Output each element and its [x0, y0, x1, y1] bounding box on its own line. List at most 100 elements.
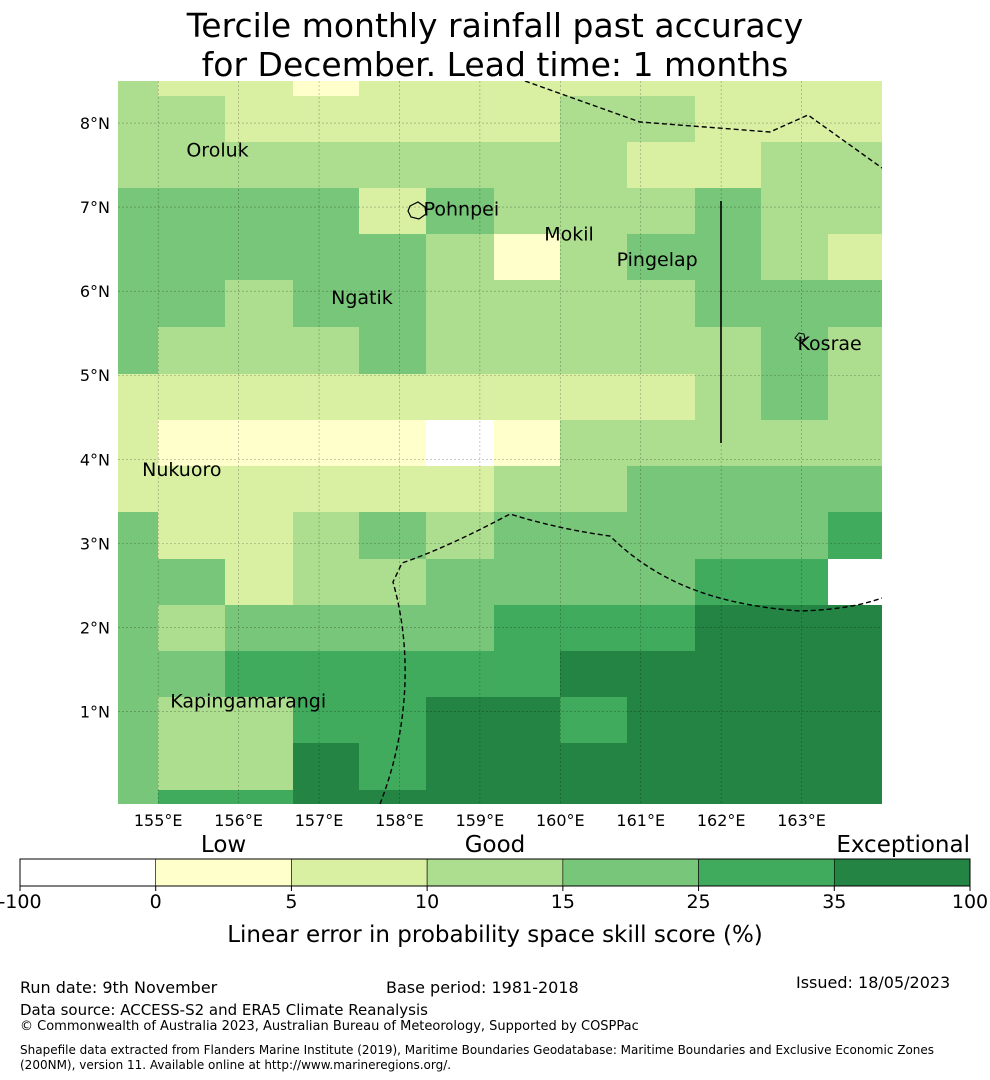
grid-cell	[761, 512, 828, 559]
grid-cell	[494, 81, 560, 96]
grid-cell	[560, 605, 627, 651]
grid-cell	[761, 374, 828, 420]
grid-cell	[118, 81, 158, 96]
grid-cell	[293, 327, 359, 374]
eez-boundary-south	[379, 513, 882, 804]
lat-tick-label: 1°N	[80, 703, 110, 722]
colorbar-segment	[426, 858, 564, 887]
grid-cell	[627, 234, 695, 280]
grid-cell	[293, 234, 359, 280]
grid-cell	[158, 466, 225, 512]
grid-cell	[627, 280, 695, 327]
lon-tick-label: 158°E	[375, 811, 424, 830]
grid-cell	[695, 697, 761, 743]
grid-cell	[426, 605, 494, 651]
grid-cell	[560, 280, 627, 327]
grid-cell	[158, 697, 225, 743]
grid-cell	[761, 466, 828, 512]
grid-cell	[695, 466, 761, 512]
grid-cell	[293, 559, 359, 605]
grid-cell	[359, 327, 426, 374]
grid-cell	[426, 697, 494, 743]
grid-cell	[158, 188, 225, 234]
grid-cell	[225, 559, 293, 605]
grid-cell	[761, 234, 828, 280]
grid-cell	[225, 188, 293, 234]
base-period: Base period: 1981-2018	[386, 978, 579, 997]
grid-cell	[560, 142, 627, 188]
grid-cell	[560, 327, 627, 374]
grid-cell	[560, 188, 627, 234]
grid-cell	[560, 420, 627, 466]
grid-cell	[158, 81, 225, 96]
grid-cell	[560, 96, 627, 142]
grid-cell	[560, 743, 627, 790]
colorbar-tick-label: 0	[150, 891, 162, 913]
grid-cell	[761, 559, 828, 605]
grid-cell	[293, 420, 359, 466]
grid-cell	[695, 374, 761, 420]
grid-cell	[118, 96, 158, 142]
grid-cell	[627, 142, 695, 188]
colorbar-tick-label: 5	[285, 891, 297, 913]
grid-cell	[426, 790, 494, 804]
grid-cell	[560, 697, 627, 743]
grid-cell	[293, 96, 359, 142]
grid-cell	[118, 743, 158, 790]
grid-cell	[695, 743, 761, 790]
grid-cell	[828, 374, 882, 420]
grid-cell	[359, 512, 426, 559]
grid-cell	[761, 697, 828, 743]
grid-cell	[158, 743, 225, 790]
grid-cell	[828, 790, 882, 804]
grid-cell	[627, 188, 695, 234]
grid-cell	[627, 605, 695, 651]
colorbar-segment	[19, 858, 157, 887]
place-label: Nukuoro	[142, 459, 221, 481]
grid-cell	[225, 605, 293, 651]
grid-cell	[359, 81, 426, 96]
grid-cell	[118, 234, 158, 280]
grid-cell	[225, 374, 293, 420]
grid-cell	[695, 790, 761, 804]
grid-cell	[158, 559, 225, 605]
colorbar-tick-label: 100	[952, 891, 988, 913]
run-date: Run date: 9th November	[20, 978, 218, 997]
grid-cell	[426, 743, 494, 790]
grid-cell	[695, 188, 761, 234]
grid-cell	[118, 374, 158, 420]
grid-cell	[293, 697, 359, 743]
grid-cell	[118, 790, 158, 804]
grid-cell	[560, 234, 627, 280]
grid-cell	[359, 790, 426, 804]
grid-cell	[293, 280, 359, 327]
grid-cell	[158, 327, 225, 374]
grid-cell	[828, 651, 882, 697]
colorbar-tick-label: 35	[822, 891, 846, 913]
grid-cell	[426, 188, 494, 234]
place-label: Kapingamarangi	[170, 690, 326, 712]
grid-cell	[560, 81, 627, 96]
grid-cell	[225, 790, 293, 804]
grid-cell	[695, 651, 761, 697]
place-label: Mokil	[544, 224, 594, 246]
grid-cell	[293, 790, 359, 804]
grid-cell	[494, 605, 560, 651]
grid-cell	[225, 466, 293, 512]
grid-cell	[627, 81, 695, 96]
grid-cell	[158, 651, 225, 697]
grid-cell	[560, 559, 627, 605]
grid-cell	[118, 605, 158, 651]
colorbar-tick-label: 25	[686, 891, 710, 913]
grid-cell	[761, 96, 828, 142]
grid-cell	[118, 142, 158, 188]
grid-cell	[761, 743, 828, 790]
grid-cell	[426, 420, 494, 466]
grid-cell	[627, 466, 695, 512]
grid-cell	[158, 790, 225, 804]
lon-tick-label: 156°E	[214, 811, 263, 830]
grid-cell	[293, 374, 359, 420]
grid-cell	[627, 327, 695, 374]
lon-tick-label: 163°E	[777, 811, 826, 830]
